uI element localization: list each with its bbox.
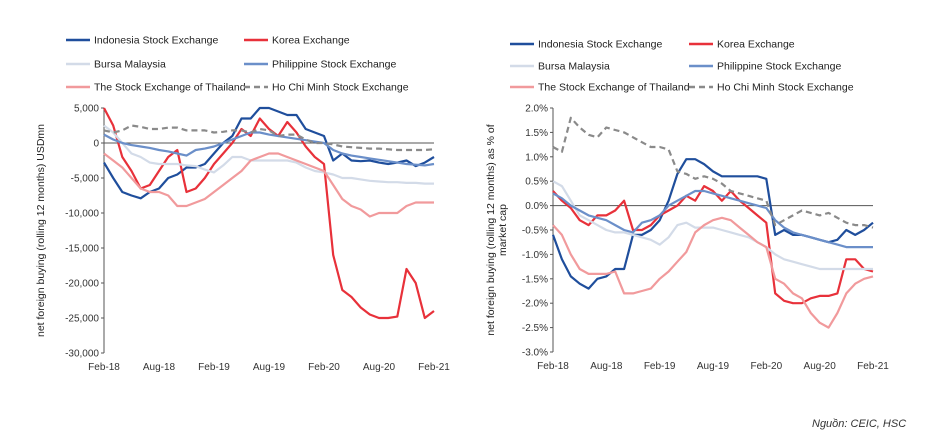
series-line-the-stock-exchange-of-thailand (552, 216, 874, 329)
y-tick-label: 5,000 (74, 104, 99, 115)
x-tick-label: Aug-19 (697, 361, 730, 372)
y-axis-label: net foreign buying (rolling 12 months) a… (485, 124, 509, 335)
legend-label: The Stock Exchange of Thailand (94, 82, 246, 94)
legend-label: Indonesia Stock Exchange (94, 35, 218, 47)
legend-label: Bursa Malaysia (94, 59, 166, 71)
series-line-philippine-stock-exchange (103, 131, 435, 167)
x-tick-label: Feb-21 (857, 361, 889, 372)
legend-label: Bursa Malaysia (538, 61, 610, 73)
series-line-the-stock-exchange-of-thailand (103, 152, 434, 218)
series-line-korea-exchange (103, 107, 435, 320)
legend-label: Indonesia Stock Exchange (538, 39, 662, 51)
y-tick-label: -0.5% (522, 226, 548, 237)
series-line-philippine-stock-exchange (552, 189, 873, 249)
x-tick-label: Aug-20 (804, 361, 837, 372)
x-tick-label: Feb-18 (88, 362, 120, 373)
y-tick-label: 0.0% (525, 201, 548, 212)
legend-label: Philippine Stock Exchange (717, 61, 841, 73)
x-tick-label: Feb-18 (537, 361, 569, 372)
y-tick-label: -30,000 (65, 349, 99, 360)
y-tick-label: -2.0% (522, 299, 548, 310)
y-tick-label: -20,000 (65, 279, 99, 290)
series-line-indonesia-stock-exchange (103, 106, 435, 200)
x-tick-label: Feb-19 (644, 361, 676, 372)
y-tick-label: -5,000 (71, 174, 100, 185)
legend-label: Ho Chi Minh Stock Exchange (717, 82, 854, 94)
legend-label: The Stock Exchange of Thailand (538, 82, 690, 94)
x-tick-label: Feb-21 (418, 362, 450, 373)
source-note: Nguồn: CEIC, HSC (812, 418, 907, 430)
y-tick-label: 2.0% (525, 104, 548, 115)
y-tick-label: 0 (93, 139, 99, 150)
legend-label: Philippine Stock Exchange (272, 59, 396, 71)
x-tick-label: Aug-20 (363, 362, 396, 373)
x-tick-label: Aug-19 (253, 362, 286, 373)
x-tick-label: Feb-19 (198, 362, 230, 373)
y-tick-label: -10,000 (65, 209, 99, 220)
chart-right: 2.0% 1.5% 1.0% 0.5% 0.0% -0.5% -1.0% -1.5% -2.0%… (485, 39, 889, 373)
y-tick-label: -2.5% (522, 323, 548, 334)
y-tick-label: 1.5% (525, 128, 548, 139)
x-tick-label: Aug-18 (143, 362, 176, 373)
series-line-korea-exchange (552, 185, 874, 305)
y-tick-label: -3.0% (522, 348, 548, 359)
y-axis-label-line: net foreign buying (rolling 12 months) a… (485, 124, 497, 335)
y-tick-label: 0.5% (525, 177, 548, 188)
x-tick-label: Feb-20 (308, 362, 340, 373)
legend-label: Korea Exchange (717, 39, 795, 51)
y-tick-label: 1.0% (525, 152, 548, 163)
series-line-ho-chi-minh-stock-exchange (103, 124, 435, 152)
x-tick-label: Aug-18 (590, 361, 623, 372)
legend-label: Korea Exchange (272, 35, 350, 47)
legend: Indonesia Stock Exchange Korea Exchange Bu… (66, 35, 409, 94)
legend: Indonesia Stock Exchange Korea Exchange Bu… (510, 39, 854, 94)
chart-left: 5,000 0 -5,000 -10,000 -15,000 -20,000 -25,000… (35, 35, 450, 374)
y-tick-label: -15,000 (65, 244, 99, 255)
y-tick-label: -25,000 (65, 314, 99, 325)
series-line-bursa-malaysia (552, 180, 873, 271)
series-line-ho-chi-minh-stock-exchange (552, 116, 874, 229)
y-axis-label-line: market cap (497, 204, 509, 256)
y-tick-label: -1.5% (522, 274, 548, 285)
y-axis-label: net foreign buying (rolling 12 months) U… (35, 124, 47, 337)
series-line-bursa-malaysia (103, 124, 434, 185)
legend-label: Ho Chi Minh Stock Exchange (272, 82, 409, 94)
y-tick-label: -1.0% (522, 250, 548, 261)
x-tick-label: Feb-20 (750, 361, 782, 372)
